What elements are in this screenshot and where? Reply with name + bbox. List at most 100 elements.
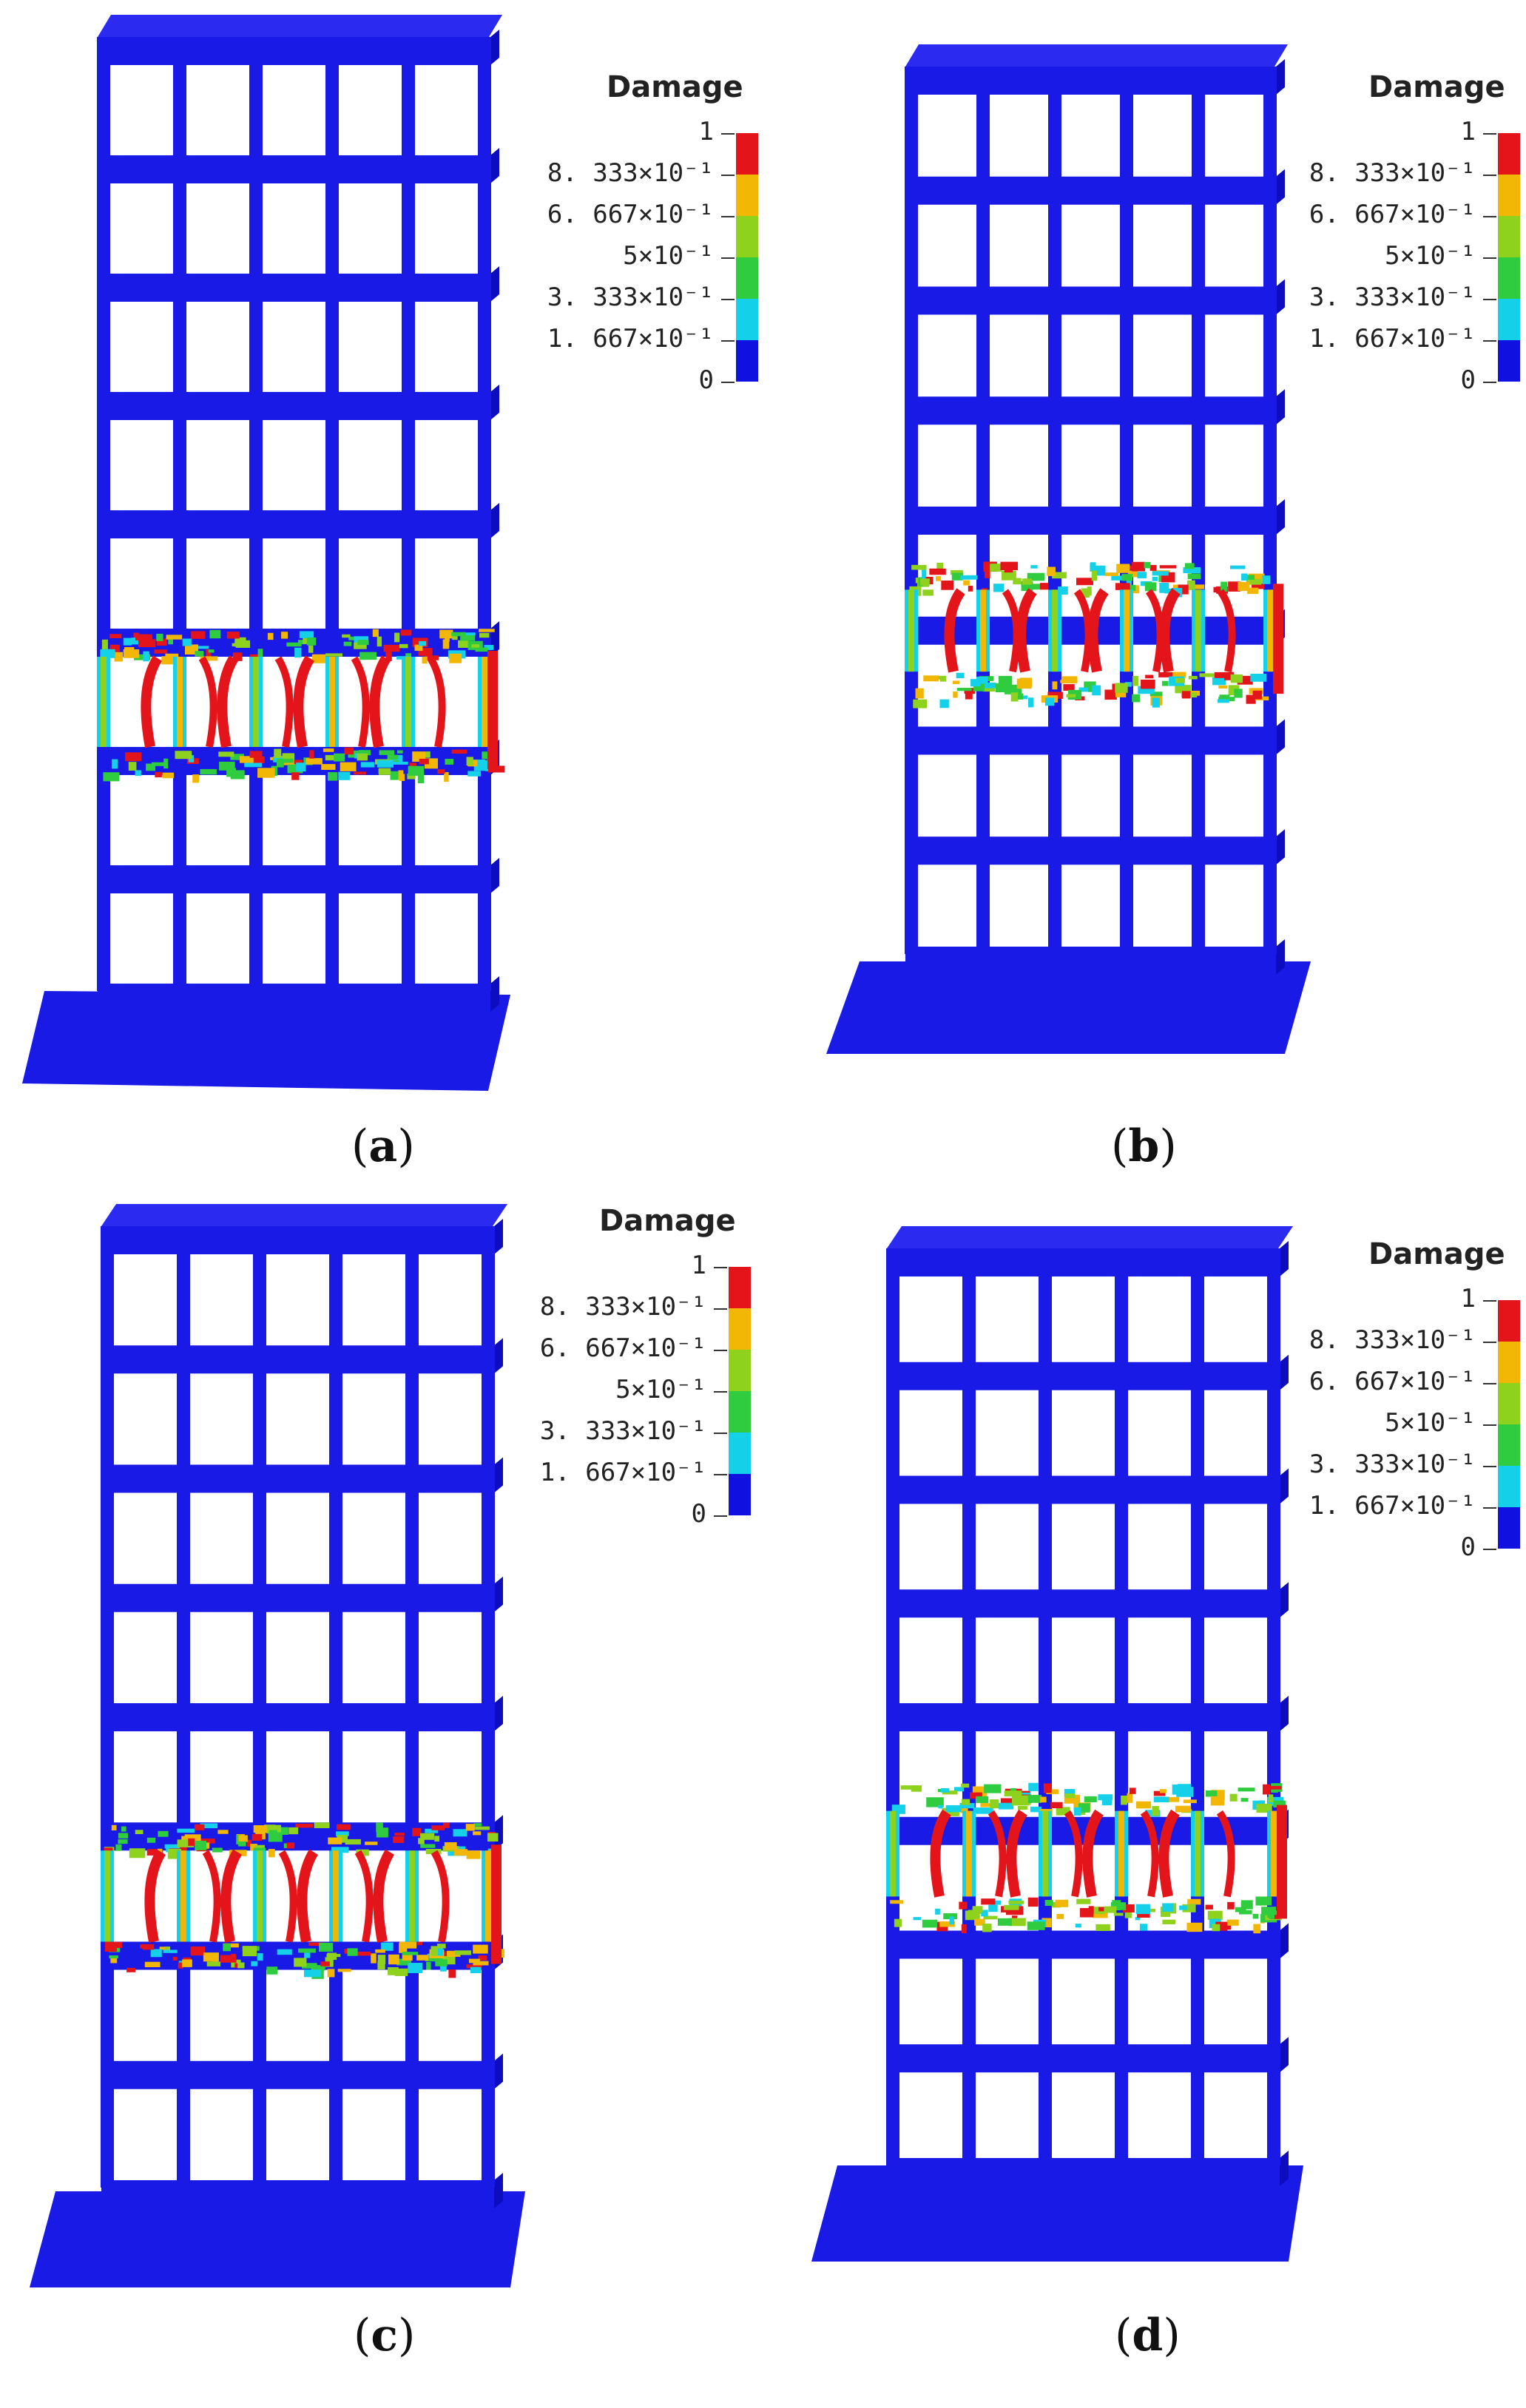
damage-patch <box>420 1833 435 1840</box>
damage-patch <box>303 635 309 644</box>
damage-patch <box>960 575 978 580</box>
damage-patch <box>377 1955 386 1964</box>
damage-patch <box>144 1961 161 1967</box>
window-opening <box>1066 762 1115 830</box>
damage-patch <box>398 770 404 780</box>
damage-patch <box>962 1799 970 1805</box>
damage-patch <box>475 647 488 652</box>
damage-patch <box>467 771 482 777</box>
window-opening <box>271 1619 325 1696</box>
damage-patch <box>945 1805 962 1813</box>
damage-patch <box>445 759 454 765</box>
window-opening <box>347 1977 401 2054</box>
damage-patch <box>238 1835 248 1842</box>
slab-side <box>494 2173 503 2208</box>
damage-patch <box>1182 1904 1196 1912</box>
damage-patch <box>1227 1901 1235 1910</box>
damage-patch <box>954 1787 964 1792</box>
window-opening <box>267 782 321 858</box>
damage-patch <box>360 762 375 768</box>
slab-side <box>490 858 499 893</box>
floor-slab <box>98 984 490 1012</box>
damage-patch <box>442 639 450 649</box>
crack-line <box>220 1849 243 1943</box>
damage-patch <box>1087 586 1092 596</box>
damage-patch <box>175 751 192 760</box>
window-opening <box>195 1739 249 1816</box>
legend-swatch <box>729 1391 751 1433</box>
damage-patch <box>1104 1906 1117 1913</box>
damage-patch <box>1238 581 1250 592</box>
damage-patch <box>1229 565 1246 569</box>
damage-patch <box>182 638 192 646</box>
slab-side <box>494 1696 503 1731</box>
damage-patch <box>244 762 263 768</box>
floor-slab <box>905 836 1276 865</box>
window-opening <box>347 1619 401 1696</box>
damaged-column-core <box>405 657 411 747</box>
damage-patch <box>379 750 395 755</box>
damage-patch <box>1005 1906 1024 1915</box>
damage-patch <box>377 760 394 768</box>
legend-label: 6. 667×10⁻¹ <box>1309 200 1476 229</box>
slab-side <box>494 1576 503 1612</box>
panel-a: Damage 1 8. 333×10⁻¹ 6. 667×10⁻¹ 5×10⁻¹ 3. 33… <box>0 0 763 1204</box>
damage-patch <box>965 691 973 700</box>
damage-patch <box>288 1827 299 1835</box>
window-opening <box>419 782 473 858</box>
legend-label: 1 <box>1460 117 1476 146</box>
legend-tick <box>1483 175 1496 176</box>
damage-patch <box>1253 1924 1261 1934</box>
legend-title: Damage <box>599 1204 736 1238</box>
damage-patch <box>219 761 235 771</box>
legend-label: 5×10⁻¹ <box>623 241 714 271</box>
legend-title: Damage <box>1368 70 1505 104</box>
damage-patch <box>1056 1913 1064 1919</box>
damage-patch <box>408 1963 422 1973</box>
damage-patch <box>380 1942 394 1951</box>
window-opening <box>343 191 397 266</box>
damage-patch <box>1127 1793 1133 1803</box>
damage-patch <box>1149 564 1157 571</box>
slab-side <box>1280 1241 1289 1276</box>
crack-line <box>274 656 294 748</box>
floor-slab <box>98 155 490 183</box>
column <box>905 67 918 954</box>
damage-patch <box>166 635 183 640</box>
window-opening <box>423 1858 477 1935</box>
slab-side <box>1280 1696 1289 1731</box>
floor-slab <box>887 2158 1280 2186</box>
legend-tick <box>1483 340 1496 342</box>
column <box>962 1248 976 2165</box>
damage-patch <box>956 672 965 679</box>
legend-tick <box>1483 1300 1496 1302</box>
damage-patch <box>995 683 1012 693</box>
damage-patch <box>101 639 108 649</box>
window-opening <box>1138 762 1187 830</box>
damage-patch <box>990 1900 1002 1905</box>
damage-patch <box>394 1833 405 1836</box>
damage-patch <box>1022 578 1032 585</box>
damage-patch <box>1266 1785 1282 1790</box>
damage-patch <box>911 564 927 570</box>
damage-patch <box>327 1969 335 1978</box>
damage-patch <box>1115 683 1128 693</box>
column <box>1192 67 1205 954</box>
window-opening <box>980 1511 1034 1583</box>
window-opening <box>343 782 397 858</box>
damage-patch <box>448 1969 456 1978</box>
damage-patch <box>110 1958 118 1964</box>
damage-patch <box>417 1941 423 1946</box>
ground-slab <box>30 2191 525 2287</box>
slab-side <box>1280 1468 1289 1504</box>
damage-patch <box>194 1824 205 1830</box>
legend-swatch <box>736 133 758 175</box>
damage-patch <box>466 1850 481 1859</box>
window-opening <box>267 309 321 385</box>
damage-patch <box>1030 565 1038 569</box>
slab-side <box>494 1219 503 1254</box>
damage-patch <box>342 634 351 638</box>
legend-tick <box>721 175 735 176</box>
column <box>1267 1248 1280 2165</box>
slab-side <box>1276 829 1285 865</box>
